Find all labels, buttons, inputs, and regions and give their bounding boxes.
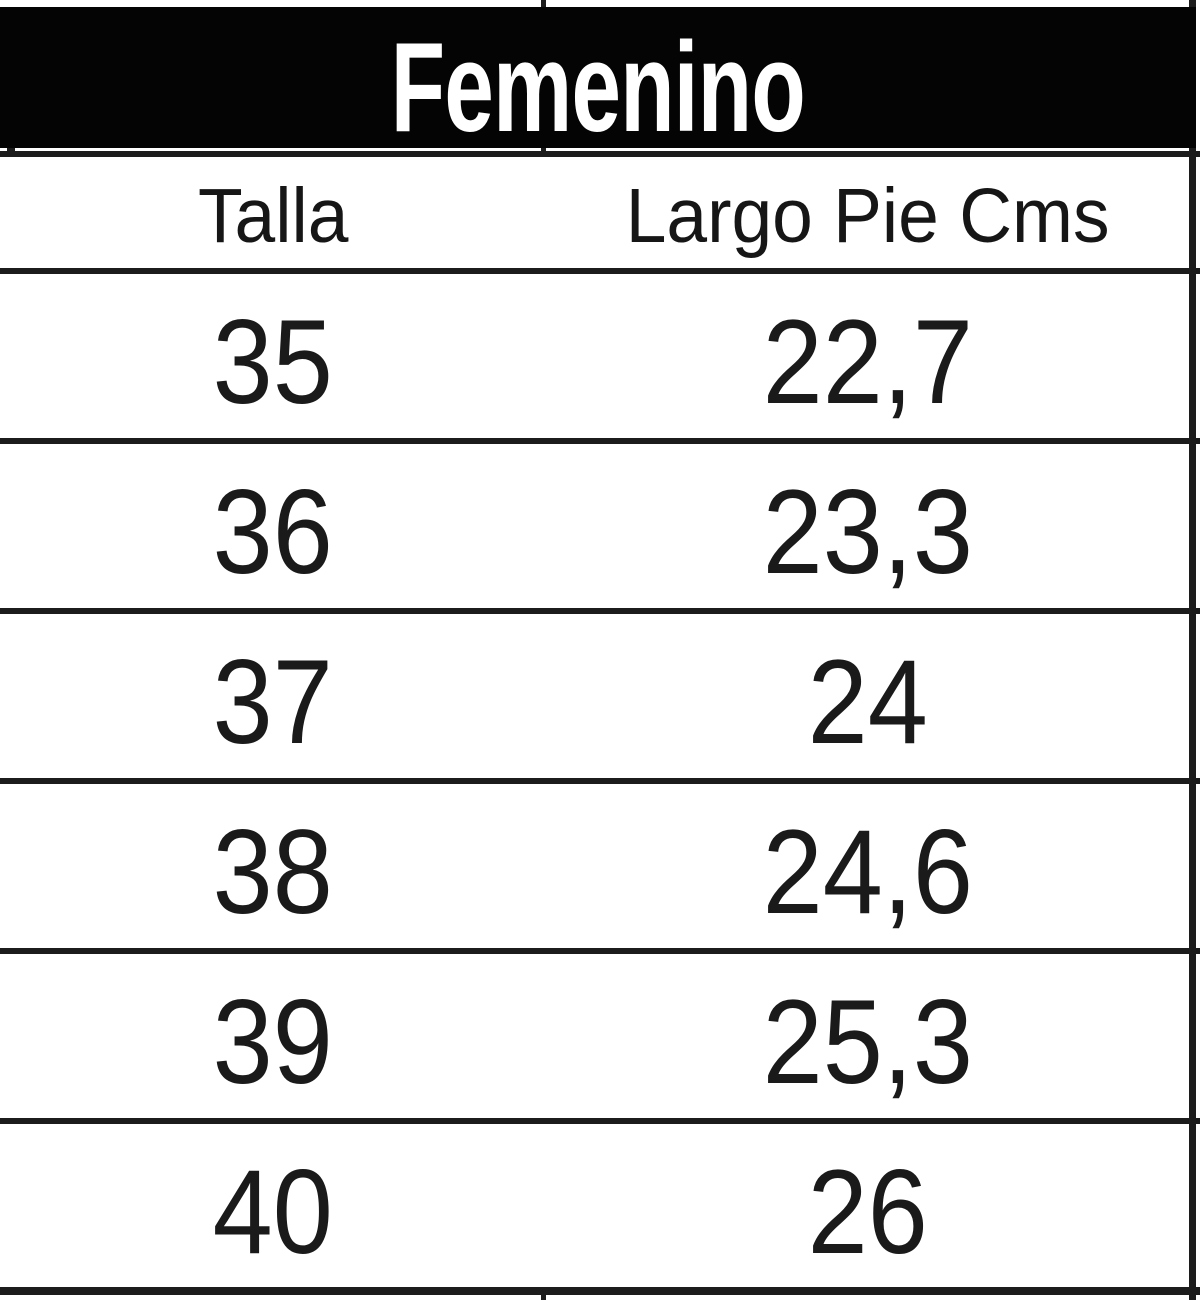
largo-cell: 26 <box>546 1124 1189 1287</box>
table-title: Femenino <box>390 15 806 158</box>
largo-value: 26 <box>807 1144 928 1279</box>
row-divider <box>0 948 1200 954</box>
talla-value: 36 <box>212 465 334 599</box>
talla-cell: 37 <box>0 614 546 778</box>
row-divider <box>0 268 1200 274</box>
largo-cell: 24,6 <box>546 784 1189 948</box>
talla-cell: 40 <box>0 1124 546 1287</box>
largo-value: 24,6 <box>762 805 973 939</box>
largo-value: 22,7 <box>762 295 973 429</box>
header-cell-talla: Talla <box>0 157 546 268</box>
talla-value: 37 <box>212 635 334 769</box>
talla-cell: 35 <box>0 274 546 438</box>
table-top-border <box>0 151 1200 157</box>
talla-value: 40 <box>212 1144 334 1279</box>
talla-cell: 36 <box>0 444 546 608</box>
largo-cell: 25,3 <box>546 954 1189 1118</box>
table-row: 39 25,3 <box>0 954 1189 1118</box>
talla-value: 38 <box>212 805 334 939</box>
largo-value: 23,3 <box>762 465 973 599</box>
row-divider <box>0 778 1200 784</box>
table-row: 36 23,3 <box>0 444 1189 608</box>
largo-value: 24 <box>807 635 928 769</box>
table-title-band: Femenino <box>0 7 1196 158</box>
talla-cell: 39 <box>0 954 546 1118</box>
row-divider <box>0 608 1200 614</box>
table-row: 40 26 <box>0 1124 1189 1287</box>
header-label-talla: Talla <box>197 173 349 259</box>
header-cell-largo: Largo Pie Cms <box>546 157 1189 268</box>
row-divider <box>0 438 1200 444</box>
table-right-border <box>1189 0 1196 1300</box>
talla-value: 35 <box>212 295 334 429</box>
table-row: 35 22,7 <box>0 274 1189 438</box>
table-row: 38 24,6 <box>0 784 1189 948</box>
largo-value: 25,3 <box>762 975 973 1109</box>
talla-value: 39 <box>212 975 334 1109</box>
largo-cell: 22,7 <box>546 274 1189 438</box>
largo-cell: 24 <box>546 614 1189 778</box>
largo-cell: 23,3 <box>546 444 1189 608</box>
row-divider <box>0 1118 1200 1124</box>
size-table: Talla Largo Pie Cms 35 22,7 36 23,3 <box>0 151 1200 1295</box>
header-label-largo: Largo Pie Cms <box>625 173 1110 259</box>
table-header-row: Talla Largo Pie Cms <box>0 157 1189 268</box>
table-bottom-border <box>0 1287 1200 1295</box>
talla-cell: 38 <box>0 784 546 948</box>
table-row: 37 24 <box>0 614 1189 778</box>
